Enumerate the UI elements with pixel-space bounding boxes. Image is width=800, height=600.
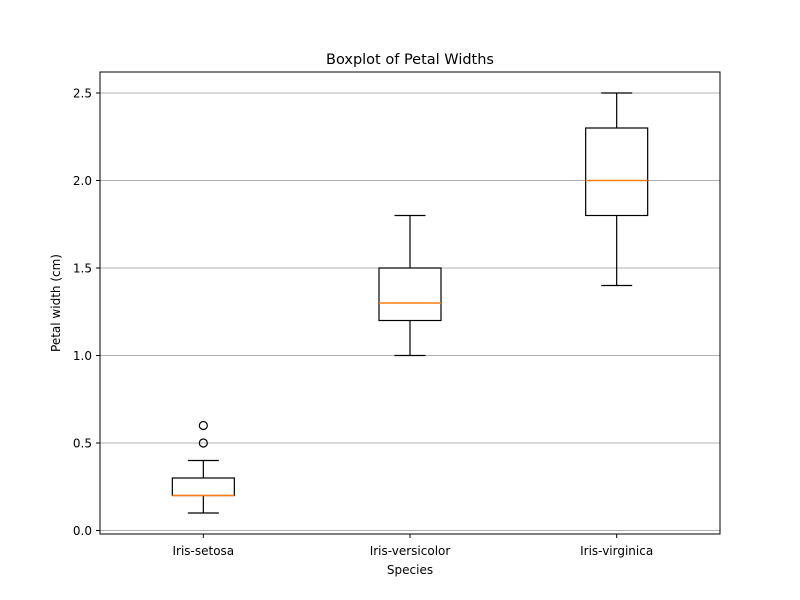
x-tick-label: Iris-virginica xyxy=(580,544,653,558)
y-tick-label: 2.5 xyxy=(73,87,92,101)
plot-frame xyxy=(99,71,721,535)
outlier-point xyxy=(198,438,208,448)
y-tick-label: 1.5 xyxy=(73,262,92,276)
box-iqr xyxy=(378,267,442,322)
y-axis-label: Petal width (cm) xyxy=(49,254,63,352)
y-tick-label: 0.5 xyxy=(73,437,92,451)
x-axis-label: Species xyxy=(387,563,433,577)
box-group xyxy=(171,420,235,514)
box-iqr xyxy=(585,127,649,217)
y-tick-label: 1.0 xyxy=(73,349,92,363)
gridlines xyxy=(100,92,720,531)
x-tick-label: Iris-versicolor xyxy=(370,544,451,558)
box-iqr xyxy=(171,477,235,497)
boxes xyxy=(171,92,649,514)
y-tick-label: 2.0 xyxy=(73,174,92,188)
box-group xyxy=(585,92,649,287)
x-tick-label: Iris-setosa xyxy=(172,544,234,558)
y-tick-label: 0.0 xyxy=(73,524,92,538)
box-group xyxy=(378,214,442,357)
axis-ticks: 0.0 0.5 1.0 1.5 2.0 2.5 Iris-setosa Iris-versic… xyxy=(73,87,653,559)
chart-title: Boxplot of Petal Widths xyxy=(326,52,494,68)
outlier-point xyxy=(198,420,208,431)
